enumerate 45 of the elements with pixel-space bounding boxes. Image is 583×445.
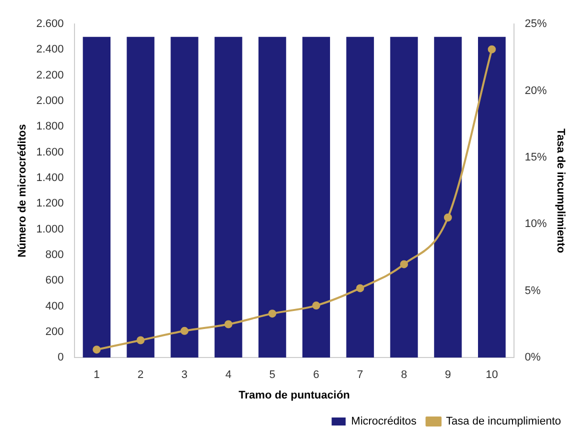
point xyxy=(312,302,320,310)
x-tick-label: 6 xyxy=(313,369,320,382)
point xyxy=(400,260,408,268)
y-tick-label: 0 xyxy=(58,352,64,364)
y-tick-label: 2.200 xyxy=(36,69,64,82)
y-tick-label: 1.400 xyxy=(36,172,64,184)
y2-tick-label: 10% xyxy=(524,218,548,230)
y-tick-label: 800 xyxy=(45,248,64,261)
legend-label: Microcréditos xyxy=(351,416,418,428)
y-tick-label: 2.400 xyxy=(36,44,64,56)
y-tick-label: 2.600 xyxy=(36,18,64,30)
y2-tick-label: 5% xyxy=(524,284,541,297)
y2-tick-label: 20% xyxy=(524,84,548,97)
point xyxy=(224,320,232,328)
legend-label: Tasa de incumplimiento xyxy=(446,416,562,428)
y2-tick-label: 25% xyxy=(524,18,548,30)
point xyxy=(136,336,145,344)
y-axis-title: Número de microcréditos xyxy=(16,124,29,258)
x-tick-label: 3 xyxy=(181,369,188,382)
y2-tick-label: 0% xyxy=(524,352,541,364)
y2-tick-label: 15% xyxy=(524,151,548,164)
y-tick-label: 1.000 xyxy=(36,223,64,236)
x-tick-label: 1 xyxy=(94,369,100,382)
point xyxy=(268,310,276,318)
x-tick-label: 2 xyxy=(138,369,144,382)
y-tick-label: 2.000 xyxy=(36,95,64,108)
y2-axis-title: Tasa de incumplimiento xyxy=(554,128,566,254)
point xyxy=(180,326,188,335)
x-tick-label: 10 xyxy=(486,369,498,382)
x-tick-label: 8 xyxy=(400,369,408,382)
y-tick-label: 1.800 xyxy=(36,120,64,133)
x-tick-label: 4 xyxy=(225,369,232,382)
x-axis-title: Tramo de puntuación xyxy=(238,389,350,402)
y-tick-label: 400 xyxy=(45,300,64,312)
y-tick-label: 1.200 xyxy=(36,198,64,210)
y-tick-label: 600 xyxy=(45,274,64,287)
y-tick-label: 1.600 xyxy=(36,146,64,158)
y-tick-label: 200 xyxy=(45,326,64,338)
x-tick-label: 7 xyxy=(357,369,364,382)
x-tick-label: 5 xyxy=(269,369,276,382)
point xyxy=(356,284,364,292)
point xyxy=(444,213,452,222)
x-tick-label: 9 xyxy=(444,369,451,382)
point xyxy=(488,45,496,54)
point xyxy=(92,346,101,354)
